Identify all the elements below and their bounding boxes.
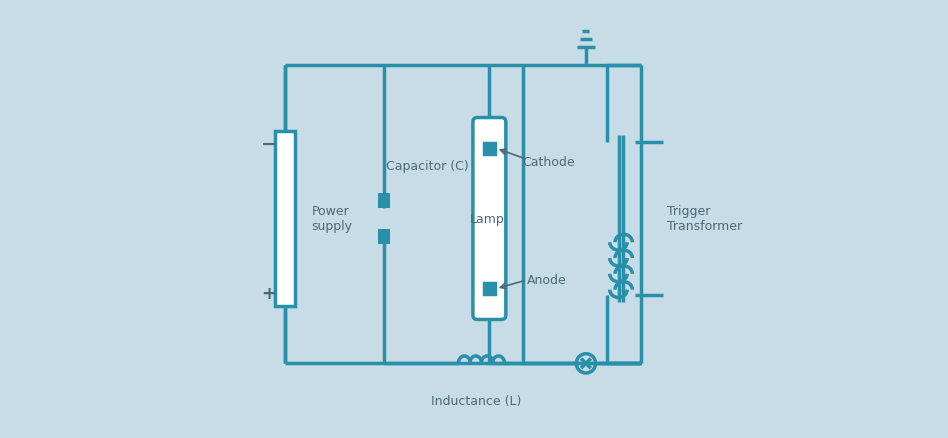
Text: Cathode: Cathode (522, 155, 574, 169)
FancyBboxPatch shape (473, 118, 506, 320)
Bar (378, 230, 391, 244)
Text: Anode: Anode (527, 274, 567, 287)
Bar (275, 131, 295, 307)
Text: Capacitor (C): Capacitor (C) (386, 160, 469, 173)
Text: Trigger
Transformer: Trigger Transformer (667, 205, 742, 233)
Text: −: − (261, 135, 277, 154)
Bar (378, 194, 391, 208)
Text: Inductance (L): Inductance (L) (431, 394, 521, 407)
Bar (484, 284, 495, 294)
Text: Lamp: Lamp (470, 212, 504, 226)
Text: Power
supply: Power supply (312, 205, 353, 233)
Text: +: + (262, 284, 276, 303)
Bar (484, 144, 495, 154)
